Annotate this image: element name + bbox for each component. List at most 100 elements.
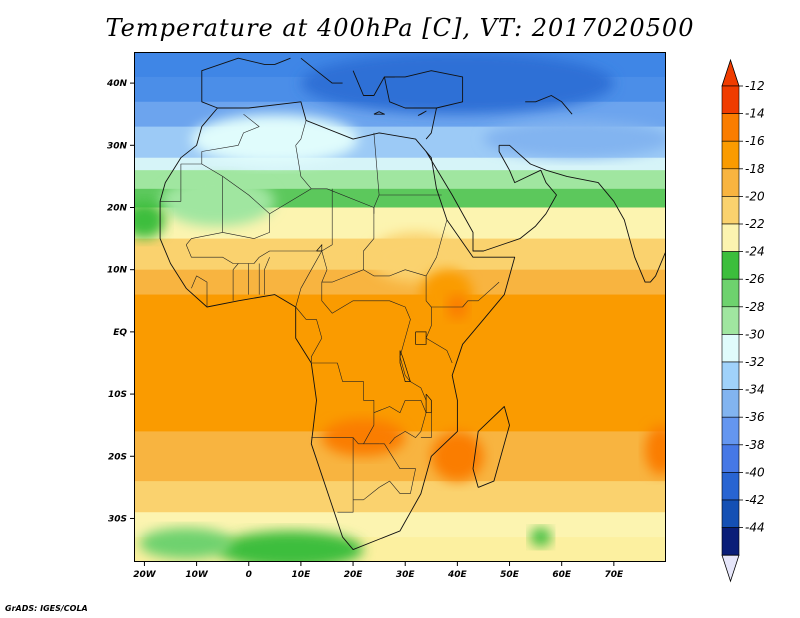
coastline [300, 57, 343, 84]
country-border [389, 399, 427, 444]
y-tick-label: 30N [107, 141, 128, 151]
map-title: Temperature at 400hPa [C], VT: 201702050… [105, 14, 695, 42]
coastline [525, 95, 573, 115]
temperature-band [134, 481, 666, 514]
coastline [201, 57, 291, 109]
country-border [264, 257, 270, 295]
temperature-anomaly [431, 431, 484, 482]
colorbar-swatch [721, 113, 740, 142]
temperature-anomaly [483, 120, 666, 158]
temperature-anomaly [191, 114, 359, 164]
colorbar-label: -22 [745, 217, 765, 231]
country-border [185, 244, 322, 264]
colorbar-label: -24 [745, 245, 765, 259]
y-tick-label: EQ [113, 328, 127, 338]
y-axis-ticks: 40N 30N 20N 10N EQ 10S 20S 30S [106, 79, 134, 524]
colorbar-label: -44 [745, 521, 765, 535]
colorbar-swatch [721, 278, 740, 308]
colorbar-swatch [721, 389, 740, 418]
country-border [295, 120, 307, 146]
country-border [232, 263, 239, 301]
colorbar-label: -38 [745, 438, 765, 452]
colorbar-label: -40 [745, 465, 765, 479]
colorbar-label: -30 [745, 327, 765, 341]
country-border [295, 145, 312, 189]
temperature-anomaly [139, 527, 234, 559]
x-tick-label: 10E [292, 570, 312, 580]
temperature-anomaly [321, 418, 406, 457]
coastline [425, 145, 557, 252]
colorbar-label: -16 [745, 134, 765, 148]
x-tick-label: 20E [344, 570, 364, 580]
temperature-anomaly [530, 527, 552, 547]
country-border [222, 176, 270, 239]
colorbar-swatch [721, 223, 740, 252]
colorbar-swatch [721, 196, 740, 225]
x-tick-label: 50E [500, 570, 520, 580]
temperature-map [134, 52, 666, 562]
colorbar-swatch [721, 334, 740, 363]
country-border [363, 132, 448, 277]
coastline [472, 406, 510, 488]
y-tick-label: 40N [106, 79, 128, 89]
colorbar-swatch [721, 444, 740, 473]
x-tick-label: 70E [604, 570, 624, 580]
map-border [134, 52, 666, 562]
colorbar-swatch [721, 361, 740, 390]
temperature-band [134, 157, 666, 172]
coastline [417, 110, 427, 116]
colorbar-label: -14 [745, 107, 765, 121]
x-axis-ticks: 20W 10W 0 10E 20E 30E 40E 50E 60E 70E [133, 562, 624, 580]
colorbar-label: -32 [745, 355, 765, 369]
lake-outline [415, 331, 427, 345]
temperature-anomaly [300, 52, 614, 115]
x-tick-label: 0 [246, 570, 252, 580]
colorbar-label: -34 [745, 383, 765, 397]
x-tick-label: 40E [447, 570, 468, 580]
y-tick-label: 20N [107, 203, 128, 213]
x-tick-label: 60E [552, 570, 572, 580]
x-tick-label: 30E [396, 570, 416, 580]
colorbar-label: -20 [745, 189, 765, 203]
temperature-field [134, 52, 666, 562]
y-tick-label: 20S [108, 452, 127, 462]
country-border [295, 250, 323, 308]
coastline [499, 144, 666, 283]
country-border [160, 151, 203, 202]
colorbar-bottom-arrow [721, 554, 740, 583]
colorbar: -12 -14 -16 -18 -20 -22 -24 -26 -28 -30 -32 -34 -36 -… [721, 58, 765, 583]
country-border [363, 412, 375, 444]
colorbar-swatch [721, 168, 740, 197]
colorbar-swatch [721, 85, 740, 114]
temperature-band [134, 170, 666, 190]
colorbar-label: -28 [745, 300, 765, 314]
country-border [321, 282, 427, 401]
country-border [295, 306, 406, 414]
colorbar-label: -18 [745, 162, 765, 176]
temperature-anomaly [217, 530, 364, 562]
country-border [191, 275, 208, 307]
lake-outline [399, 350, 411, 382]
colorbar-swatch [721, 472, 740, 501]
colorbar-swatch [721, 499, 740, 528]
country-border [311, 437, 380, 445]
y-tick-label: 10S [108, 390, 127, 400]
colorbar-label: -26 [745, 272, 765, 286]
temperature-anomaly [160, 176, 275, 227]
country-border [425, 275, 500, 308]
country-border [321, 188, 364, 283]
temperature-anomaly [134, 201, 166, 239]
colorbar-top-arrow [721, 58, 740, 87]
coastline [383, 70, 464, 109]
x-tick-label: 20W [133, 570, 157, 580]
coastline [159, 101, 516, 551]
coastline [425, 107, 437, 140]
colorbar-swatch [721, 306, 740, 335]
colorbar-swatch [721, 251, 740, 280]
y-tick-label: 10N [107, 266, 128, 276]
country-border [201, 113, 260, 152]
x-tick-label: 10W [185, 570, 209, 580]
colorbar-swatch [721, 416, 740, 446]
map-frame [134, 52, 666, 562]
y-tick-label: 30S [108, 514, 127, 524]
